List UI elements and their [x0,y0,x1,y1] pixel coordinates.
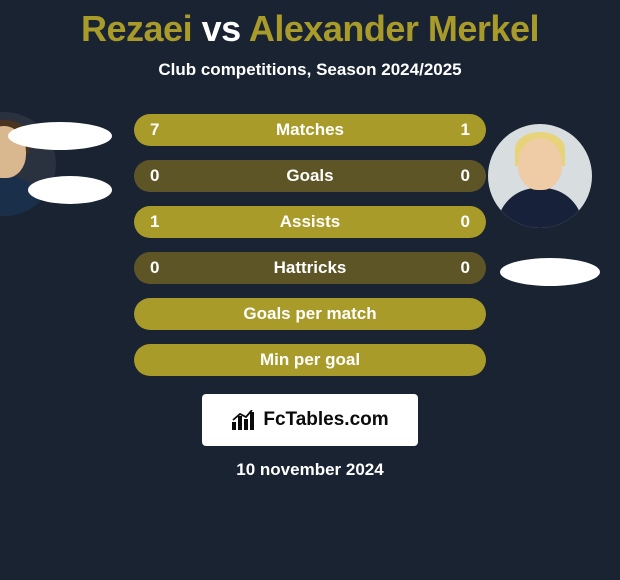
stat-left-value: 0 [150,258,159,278]
subtitle: Club competitions, Season 2024/2025 [0,60,620,80]
ellipse-right [500,258,600,286]
stat-right-value: 0 [461,166,470,186]
bar-chart-icon [231,410,257,430]
stat-left-value: 7 [150,120,159,140]
title-vs: vs [202,8,241,49]
stat-fill-left [134,114,402,146]
stat-label: Hattricks [274,258,347,278]
avatar-right [488,124,592,228]
stat-right-value: 1 [461,120,470,140]
stat-label: Matches [276,120,344,140]
stat-row: 0 0 Goals [134,160,486,192]
stat-label: Min per goal [260,350,360,370]
date-text: 10 november 2024 [0,460,620,480]
player2-photo [488,124,592,228]
stat-row: Goals per match [134,298,486,330]
stat-right-value: 0 [461,258,470,278]
stat-label: Goals [286,166,333,186]
title-player2: Alexander Merkel [249,8,539,49]
title-player1: Rezaei [81,8,192,49]
stat-row: 0 0 Hattricks [134,252,486,284]
ellipse-left-1 [8,122,112,150]
stat-label: Assists [280,212,340,232]
stat-row: 1 0 Assists [134,206,486,238]
page-title: Rezaei vs Alexander Merkel [0,0,620,50]
stat-fill-right [402,114,486,146]
stat-row: Min per goal [134,344,486,376]
player2-shoulders [497,188,583,228]
ellipse-left-2 [28,176,112,204]
stat-row: 7 1 Matches [134,114,486,146]
stat-label: Goals per match [243,304,376,324]
stat-right-value: 0 [461,212,470,232]
stat-left-value: 0 [150,166,159,186]
stat-left-value: 1 [150,212,159,232]
infographic-container: Rezaei vs Alexander Merkel Club competit… [0,0,620,580]
stats-rows: 7 1 Matches 0 0 Goals 1 0 Assists 0 0 Hattricks Goal… [134,114,486,376]
fctables-text: FcTables.com [263,409,388,431]
player2-head [518,138,562,190]
fctables-badge: FcTables.com [202,394,418,446]
